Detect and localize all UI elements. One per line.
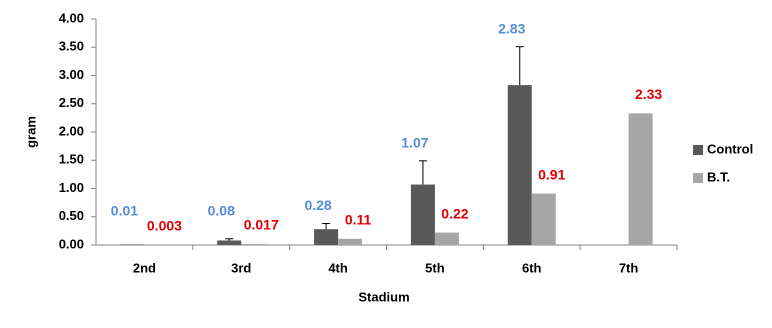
y-tick-label: 0.50 [59,208,84,223]
x-tick-label: 4th [328,260,348,275]
value-label: 0.11 [345,211,372,227]
bar [410,184,435,245]
y-tick-label: 3.50 [59,39,84,54]
legend-label: Control [707,141,753,156]
bar [434,232,459,245]
value-label: 2.33 [635,86,662,102]
value-label: 2.83 [498,20,525,36]
y-tick-label: 2.00 [59,123,84,138]
bar [628,113,653,245]
bar [120,244,145,245]
legend-label: B.T. [707,169,730,184]
bar [507,85,532,245]
value-label: 0.22 [441,205,468,221]
value-label: 1.07 [401,135,428,151]
legend-swatch [693,145,703,155]
y-tick-label: 4.00 [59,10,84,25]
y-tick-label: 3.00 [59,67,84,82]
bar [217,240,242,245]
y-axis-label: gram [23,116,38,148]
x-axis-label: Stadium [358,289,409,304]
x-tick-label: 5th [425,260,445,275]
y-tick-label: 0.00 [59,236,84,251]
x-tick-label: 6th [522,260,542,275]
bar [314,229,339,245]
value-label: 0.017 [244,217,279,233]
x-tick-label: 2nd [133,260,156,275]
x-tick-label: 3rd [231,260,251,275]
bar [338,238,363,245]
value-label: 0.08 [208,203,235,219]
value-label: 0.003 [147,218,182,234]
value-label: 0.91 [538,166,565,182]
y-tick-label: 1.00 [59,180,84,195]
bar [241,244,266,245]
y-tick-label: 1.50 [59,152,84,167]
legend-swatch [693,173,703,183]
value-label: 0.01 [111,203,138,219]
value-label: 0.28 [304,197,331,213]
y-tick-label: 2.50 [59,95,84,110]
x-tick-label: 7th [619,260,639,275]
bar [531,193,556,245]
